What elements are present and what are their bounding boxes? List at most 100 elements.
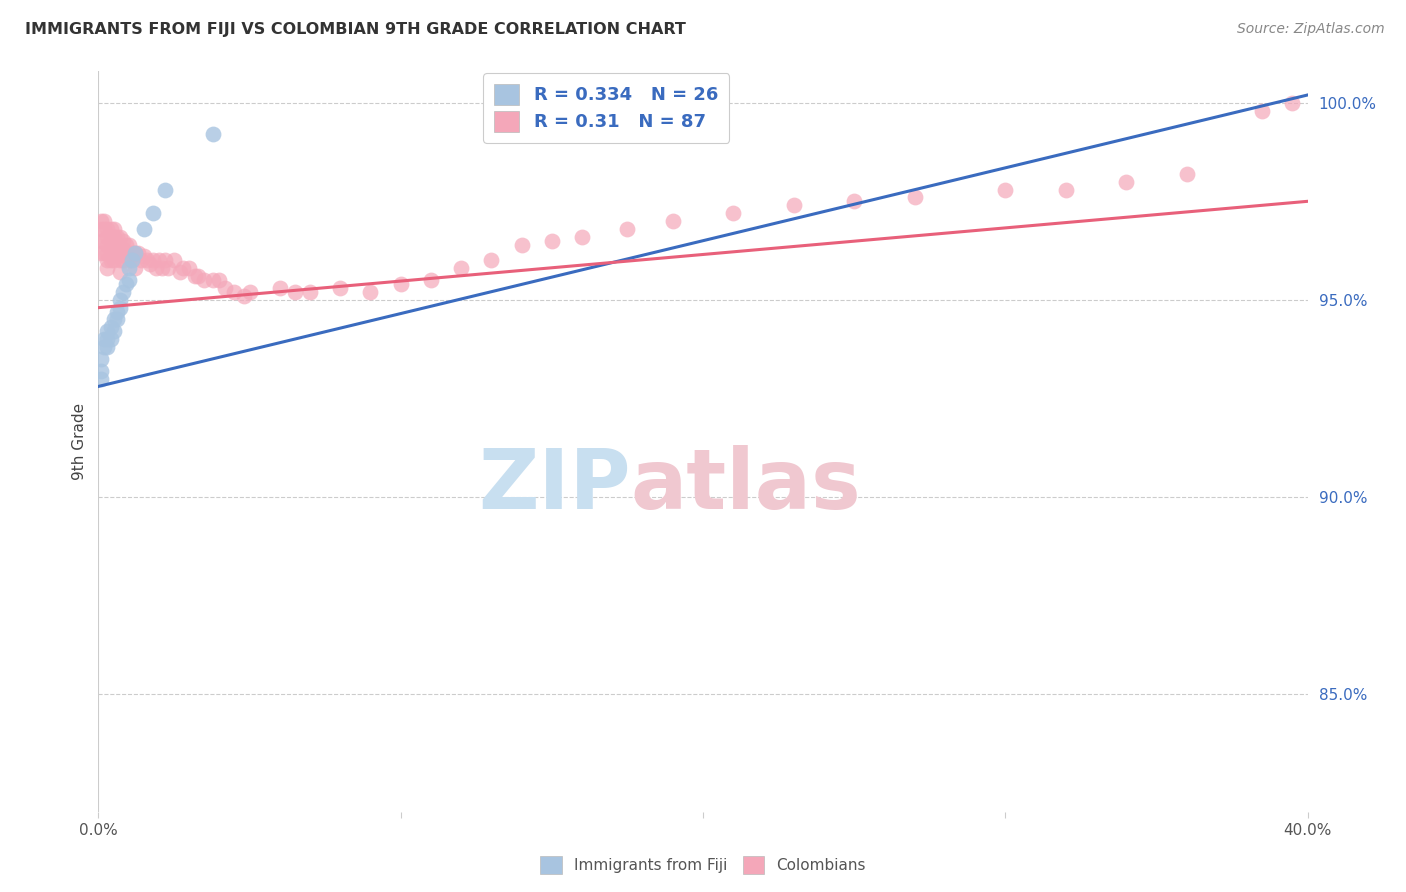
Point <box>153 253 176 268</box>
Point <box>108 242 131 256</box>
Point <box>90 214 112 228</box>
Point <box>108 265 131 279</box>
Point <box>93 222 115 236</box>
Point <box>93 245 115 260</box>
Point <box>124 261 146 276</box>
Point <box>208 273 231 287</box>
Point <box>103 324 125 338</box>
Point <box>108 293 131 307</box>
Point <box>105 250 128 264</box>
Text: ZIP: ZIP <box>478 445 630 526</box>
Point <box>100 234 122 248</box>
Point <box>156 261 179 276</box>
Point <box>214 281 236 295</box>
Point <box>135 253 157 268</box>
Point <box>202 273 225 287</box>
Point <box>114 277 136 291</box>
Point <box>90 222 112 236</box>
Text: Source: ZipAtlas.com: Source: ZipAtlas.com <box>1237 22 1385 37</box>
Point <box>904 190 927 204</box>
Legend: Immigrants from Fiji, Colombians: Immigrants from Fiji, Colombians <box>534 850 872 880</box>
Point <box>118 237 141 252</box>
Point <box>723 206 745 220</box>
Point <box>118 261 141 276</box>
Point <box>90 351 112 366</box>
Point <box>510 237 533 252</box>
Point <box>93 234 115 248</box>
Point <box>139 257 162 271</box>
Point <box>132 222 155 236</box>
Point <box>93 332 115 346</box>
Point <box>90 371 112 385</box>
Point <box>153 182 176 196</box>
Point <box>450 261 472 276</box>
Point <box>179 261 201 276</box>
Point <box>105 312 128 326</box>
Point <box>299 285 322 299</box>
Point <box>284 285 307 299</box>
Point <box>105 304 128 318</box>
Point <box>163 253 186 268</box>
Point <box>169 265 191 279</box>
Point <box>129 253 152 268</box>
Point <box>121 253 143 268</box>
Point <box>96 261 118 276</box>
Point <box>150 261 173 276</box>
Point <box>783 198 806 212</box>
Point <box>108 253 131 268</box>
Point <box>145 261 167 276</box>
Point <box>103 253 125 268</box>
Point <box>124 245 146 260</box>
Point <box>420 273 443 287</box>
Point <box>111 253 134 268</box>
Point <box>96 222 118 236</box>
Point <box>121 245 143 260</box>
Y-axis label: 9th Grade: 9th Grade <box>72 403 87 480</box>
Point <box>1175 167 1198 181</box>
Point <box>1281 95 1303 110</box>
Point <box>224 285 246 299</box>
Point <box>239 285 262 299</box>
Point <box>103 242 125 256</box>
Point <box>232 289 254 303</box>
Point <box>111 285 134 299</box>
Point <box>96 245 118 260</box>
Point <box>90 245 112 260</box>
Point <box>202 128 225 142</box>
Point <box>111 234 134 248</box>
Point <box>389 277 412 291</box>
Point <box>105 229 128 244</box>
Legend: R = 0.334   N = 26, R = 0.31   N = 87: R = 0.334 N = 26, R = 0.31 N = 87 <box>484 73 730 143</box>
Point <box>114 237 136 252</box>
Point <box>96 253 118 268</box>
Point <box>127 245 149 260</box>
Point <box>96 237 118 252</box>
Point <box>616 222 638 236</box>
Text: IMMIGRANTS FROM FIJI VS COLOMBIAN 9TH GRADE CORRELATION CHART: IMMIGRANTS FROM FIJI VS COLOMBIAN 9TH GR… <box>25 22 686 37</box>
Point <box>100 320 122 334</box>
Point <box>93 340 115 354</box>
Point <box>103 312 125 326</box>
Point <box>172 261 194 276</box>
Point <box>132 250 155 264</box>
Point <box>142 253 165 268</box>
Point <box>96 229 118 244</box>
Point <box>108 229 131 244</box>
Point <box>481 253 503 268</box>
Point <box>269 281 291 295</box>
Point <box>571 229 593 244</box>
Point <box>184 269 207 284</box>
Text: atlas: atlas <box>630 445 862 526</box>
Point <box>100 332 122 346</box>
Point <box>844 194 866 209</box>
Point <box>360 285 382 299</box>
Point <box>96 340 118 354</box>
Point <box>100 253 122 268</box>
Point <box>93 214 115 228</box>
Point <box>90 234 112 248</box>
Point <box>90 364 112 378</box>
Point <box>103 229 125 244</box>
Point <box>111 242 134 256</box>
Point <box>329 281 352 295</box>
Point <box>994 182 1017 196</box>
